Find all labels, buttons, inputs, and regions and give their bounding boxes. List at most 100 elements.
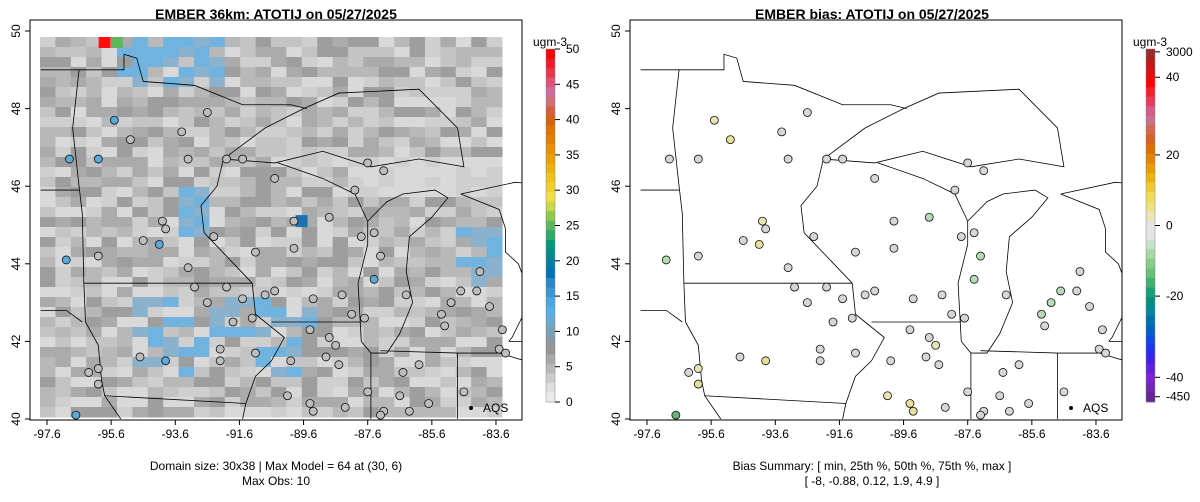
model-grid-cell	[409, 147, 426, 158]
map-layer	[40, 37, 522, 420]
model-grid-cell	[101, 127, 118, 138]
model-grid-cell	[178, 217, 195, 228]
model-grid-cell	[378, 117, 395, 128]
model-grid-cell	[147, 177, 164, 188]
model-grid-cell	[194, 247, 210, 258]
colorbar-swatch	[1146, 106, 1155, 117]
model-grid-cell	[440, 97, 457, 108]
model-grid-cell	[425, 287, 441, 298]
model-grid-cell	[55, 107, 72, 118]
model-grid-cell	[194, 107, 210, 118]
model-grid-cell	[178, 97, 195, 108]
y-tick-label: 46	[609, 179, 623, 193]
model-grid-cell	[455, 167, 472, 178]
model-grid-cell	[286, 197, 303, 208]
model-grid-cell	[471, 307, 488, 318]
model-grid-cell	[55, 227, 72, 238]
model-grid-cell	[194, 87, 210, 98]
model-grid-cell	[86, 377, 103, 388]
station-marker	[847, 313, 857, 323]
model-grid-cell	[194, 37, 210, 48]
model-grid-cell	[55, 337, 72, 348]
model-grid-cell	[86, 347, 103, 358]
model-grid-cell	[471, 317, 488, 328]
model-grid-cell	[455, 157, 472, 168]
station-marker	[308, 406, 318, 416]
model-grid-cell	[117, 157, 133, 168]
model-grid-cell	[332, 337, 349, 348]
colorbar-swatch	[546, 58, 555, 69]
model-grid-cell	[286, 387, 303, 398]
aqs-legend-label: AQS	[1083, 401, 1108, 415]
model-grid-cell	[348, 177, 364, 188]
model-grid-cell	[286, 87, 303, 98]
model-grid-cell	[409, 87, 426, 98]
colorbar-swatch	[546, 335, 555, 346]
model-grid-cell	[471, 217, 488, 228]
boundary-sup	[223, 88, 465, 168]
model-grid-cell	[224, 397, 241, 408]
model-grid-cell	[255, 127, 272, 138]
model-grid-cell	[301, 247, 318, 258]
model-grid-cell	[317, 227, 334, 238]
colorbar-tick-label: -20	[1166, 289, 1184, 303]
model-grid-cell	[55, 67, 72, 78]
model-grid-cell	[471, 87, 488, 98]
colorbar-tick-label: -40	[1166, 370, 1184, 384]
model-grid-cell	[132, 407, 149, 418]
model-grid-cell	[363, 197, 380, 208]
x-tick-label: -97.6	[33, 427, 61, 441]
model-grid-cell	[425, 197, 441, 208]
boundary-mnwi	[200, 158, 253, 284]
colorbar-swatch	[546, 163, 555, 174]
model-grid-cell	[132, 297, 149, 308]
model-grid-cell	[117, 337, 133, 348]
model-grid-cell	[317, 387, 334, 398]
model-grid-cell	[194, 127, 210, 138]
model-grid-cell	[209, 227, 226, 238]
model-grid-cell	[301, 387, 318, 398]
model-grid-cell	[240, 407, 257, 418]
model-grid-cell	[348, 77, 364, 88]
model-grid-cell	[486, 207, 503, 218]
station-marker	[665, 154, 674, 164]
y-tick-label: 48	[609, 102, 623, 116]
model-grid-cell	[132, 327, 149, 338]
station-marker	[976, 251, 985, 261]
model-grid-cell	[209, 87, 226, 98]
station-marker	[661, 255, 671, 265]
model-grid-cell	[348, 227, 364, 238]
model-grid-cell	[86, 407, 103, 418]
model-grid-cell	[194, 137, 210, 148]
model-grid-cell	[332, 127, 349, 138]
station-marker	[979, 166, 989, 176]
model-grid-cell	[163, 397, 180, 408]
model-grid-cell	[425, 47, 441, 58]
model-grid-cell	[101, 307, 118, 318]
model-grid-cell	[378, 87, 395, 98]
model-grid-cell	[132, 277, 149, 288]
model-grid-cell	[317, 177, 334, 188]
model-grid-cell	[471, 47, 488, 58]
boundary-mich	[957, 189, 1049, 354]
model-grid-cell	[301, 207, 318, 218]
model-grid-cell	[486, 277, 503, 288]
x-tick-label: -83.6	[482, 427, 510, 441]
model-grid-cell	[224, 367, 241, 378]
model-grid-cell	[286, 237, 303, 248]
colorbar-unit: ugm-3	[533, 35, 567, 49]
boundary-ias	[704, 395, 846, 404]
station-marker	[1046, 298, 1056, 308]
model-grid-cell	[86, 77, 103, 88]
model-grid-cell	[440, 137, 457, 148]
model-grid-cell	[471, 367, 488, 378]
model-grid-cell	[70, 277, 87, 288]
model-grid-cell	[101, 227, 118, 238]
model-grid-cell	[440, 77, 457, 88]
model-grid-cell	[455, 297, 472, 308]
model-grid-cell	[86, 37, 103, 48]
model-grid-cell	[394, 177, 411, 188]
boundary-canada	[40, 53, 307, 109]
model-grid-cell	[317, 277, 334, 288]
colorbar-swatch	[1146, 192, 1155, 203]
